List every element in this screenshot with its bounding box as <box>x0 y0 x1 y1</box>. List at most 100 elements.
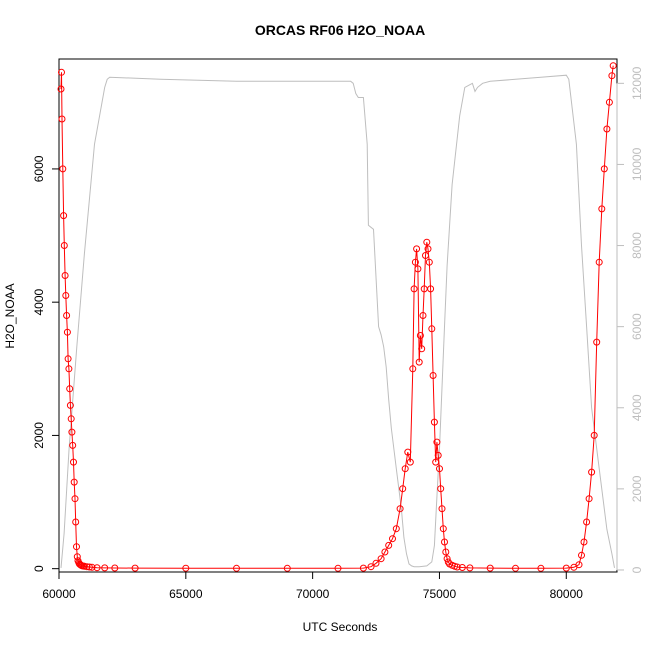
data-point <box>367 563 375 571</box>
data-point <box>429 372 437 379</box>
data-point <box>409 365 417 373</box>
data-point <box>334 564 342 572</box>
data-point <box>609 62 617 70</box>
data-point <box>415 358 423 366</box>
y2-tick-label: 2000 <box>630 475 644 502</box>
x-tick-label: 70000 <box>296 587 330 601</box>
data-point <box>413 245 421 253</box>
data-point <box>61 272 69 279</box>
data-point <box>595 258 603 266</box>
data-point <box>71 495 79 503</box>
data-point <box>585 495 593 503</box>
data-point <box>411 258 419 266</box>
data-point <box>385 541 393 549</box>
data-point <box>389 535 396 543</box>
data-point <box>590 431 598 439</box>
data-point <box>69 441 77 449</box>
chart-title: ORCAS RF06 H2O_NOAA <box>255 22 425 38</box>
data-point <box>63 328 71 336</box>
data-point <box>404 448 412 456</box>
y2-tick-label: 10000 <box>630 147 644 181</box>
y2-tick-label: 12000 <box>630 66 644 100</box>
y2-tick-label: 8000 <box>630 232 644 259</box>
y-tick-label: 6000 <box>32 155 46 182</box>
data-point <box>70 458 77 466</box>
data-point <box>372 559 380 567</box>
data-point <box>458 564 466 571</box>
data-point <box>83 563 91 571</box>
data-point <box>466 564 474 572</box>
data-point <box>58 68 65 76</box>
data-point <box>63 312 71 319</box>
data-point <box>512 564 519 572</box>
x-tick-label: 60000 <box>42 587 76 601</box>
data-point <box>66 401 74 409</box>
data-point <box>67 415 75 423</box>
data-point <box>439 525 447 533</box>
data-point <box>428 325 436 333</box>
data-point <box>101 564 109 572</box>
data-point <box>605 98 613 106</box>
data-point <box>57 85 65 93</box>
primary-series-layer <box>57 62 617 572</box>
data-point <box>80 562 88 570</box>
data-point <box>433 438 441 446</box>
x-tick-label: 65000 <box>169 587 203 601</box>
data-point <box>588 468 596 476</box>
data-point <box>436 465 443 473</box>
y-tick-label: 4000 <box>32 289 46 316</box>
data-point <box>430 418 438 426</box>
data-point <box>66 385 74 393</box>
data-point <box>438 505 446 513</box>
data-point <box>562 564 570 572</box>
data-point <box>453 563 461 571</box>
data-point <box>593 338 601 346</box>
data-point <box>423 238 431 246</box>
data-point <box>441 538 448 546</box>
data-point <box>359 564 367 572</box>
data-point <box>486 564 494 572</box>
data-point <box>93 564 101 572</box>
data-point <box>399 485 407 493</box>
y-tick-label: 0 <box>32 565 46 572</box>
data-point <box>600 165 608 173</box>
data-point <box>416 332 424 339</box>
x-axis-label: UTC Seconds <box>303 620 378 634</box>
data-point <box>64 355 72 363</box>
secondary-series-layer <box>60 74 615 568</box>
data-point <box>233 564 240 572</box>
data-point <box>88 563 96 571</box>
data-point <box>72 518 80 526</box>
data-point <box>73 543 80 551</box>
data-point <box>58 115 66 123</box>
data-point <box>583 518 591 526</box>
data-point <box>70 478 78 486</box>
data-point <box>427 285 435 293</box>
data-point <box>432 458 440 466</box>
y-axis-label: H2O_NOAA <box>3 283 17 348</box>
x-tick-label: 80000 <box>550 587 584 601</box>
y-tick-label: 2000 <box>32 422 46 449</box>
data-point <box>414 265 422 273</box>
y-axis-right: 0 2000 4000 6000 8000 10000 12000 <box>616 66 644 573</box>
y2-tick-label: 6000 <box>630 313 644 340</box>
y-axis-left: 0 2000 4000 6000 <box>32 155 60 572</box>
data-point <box>434 451 442 459</box>
data-point <box>59 165 67 173</box>
data-point <box>392 525 400 533</box>
data-point <box>537 564 545 572</box>
data-point <box>62 292 70 299</box>
data-point <box>381 548 389 556</box>
y2-tick-label: 0 <box>630 566 644 573</box>
x-tick-label: 75000 <box>423 587 457 601</box>
data-point <box>377 555 385 563</box>
data-point <box>401 465 409 473</box>
data-point <box>422 252 429 259</box>
data-point <box>85 563 93 571</box>
data-point <box>60 242 68 249</box>
data-point <box>580 538 588 546</box>
data-point <box>603 125 611 133</box>
